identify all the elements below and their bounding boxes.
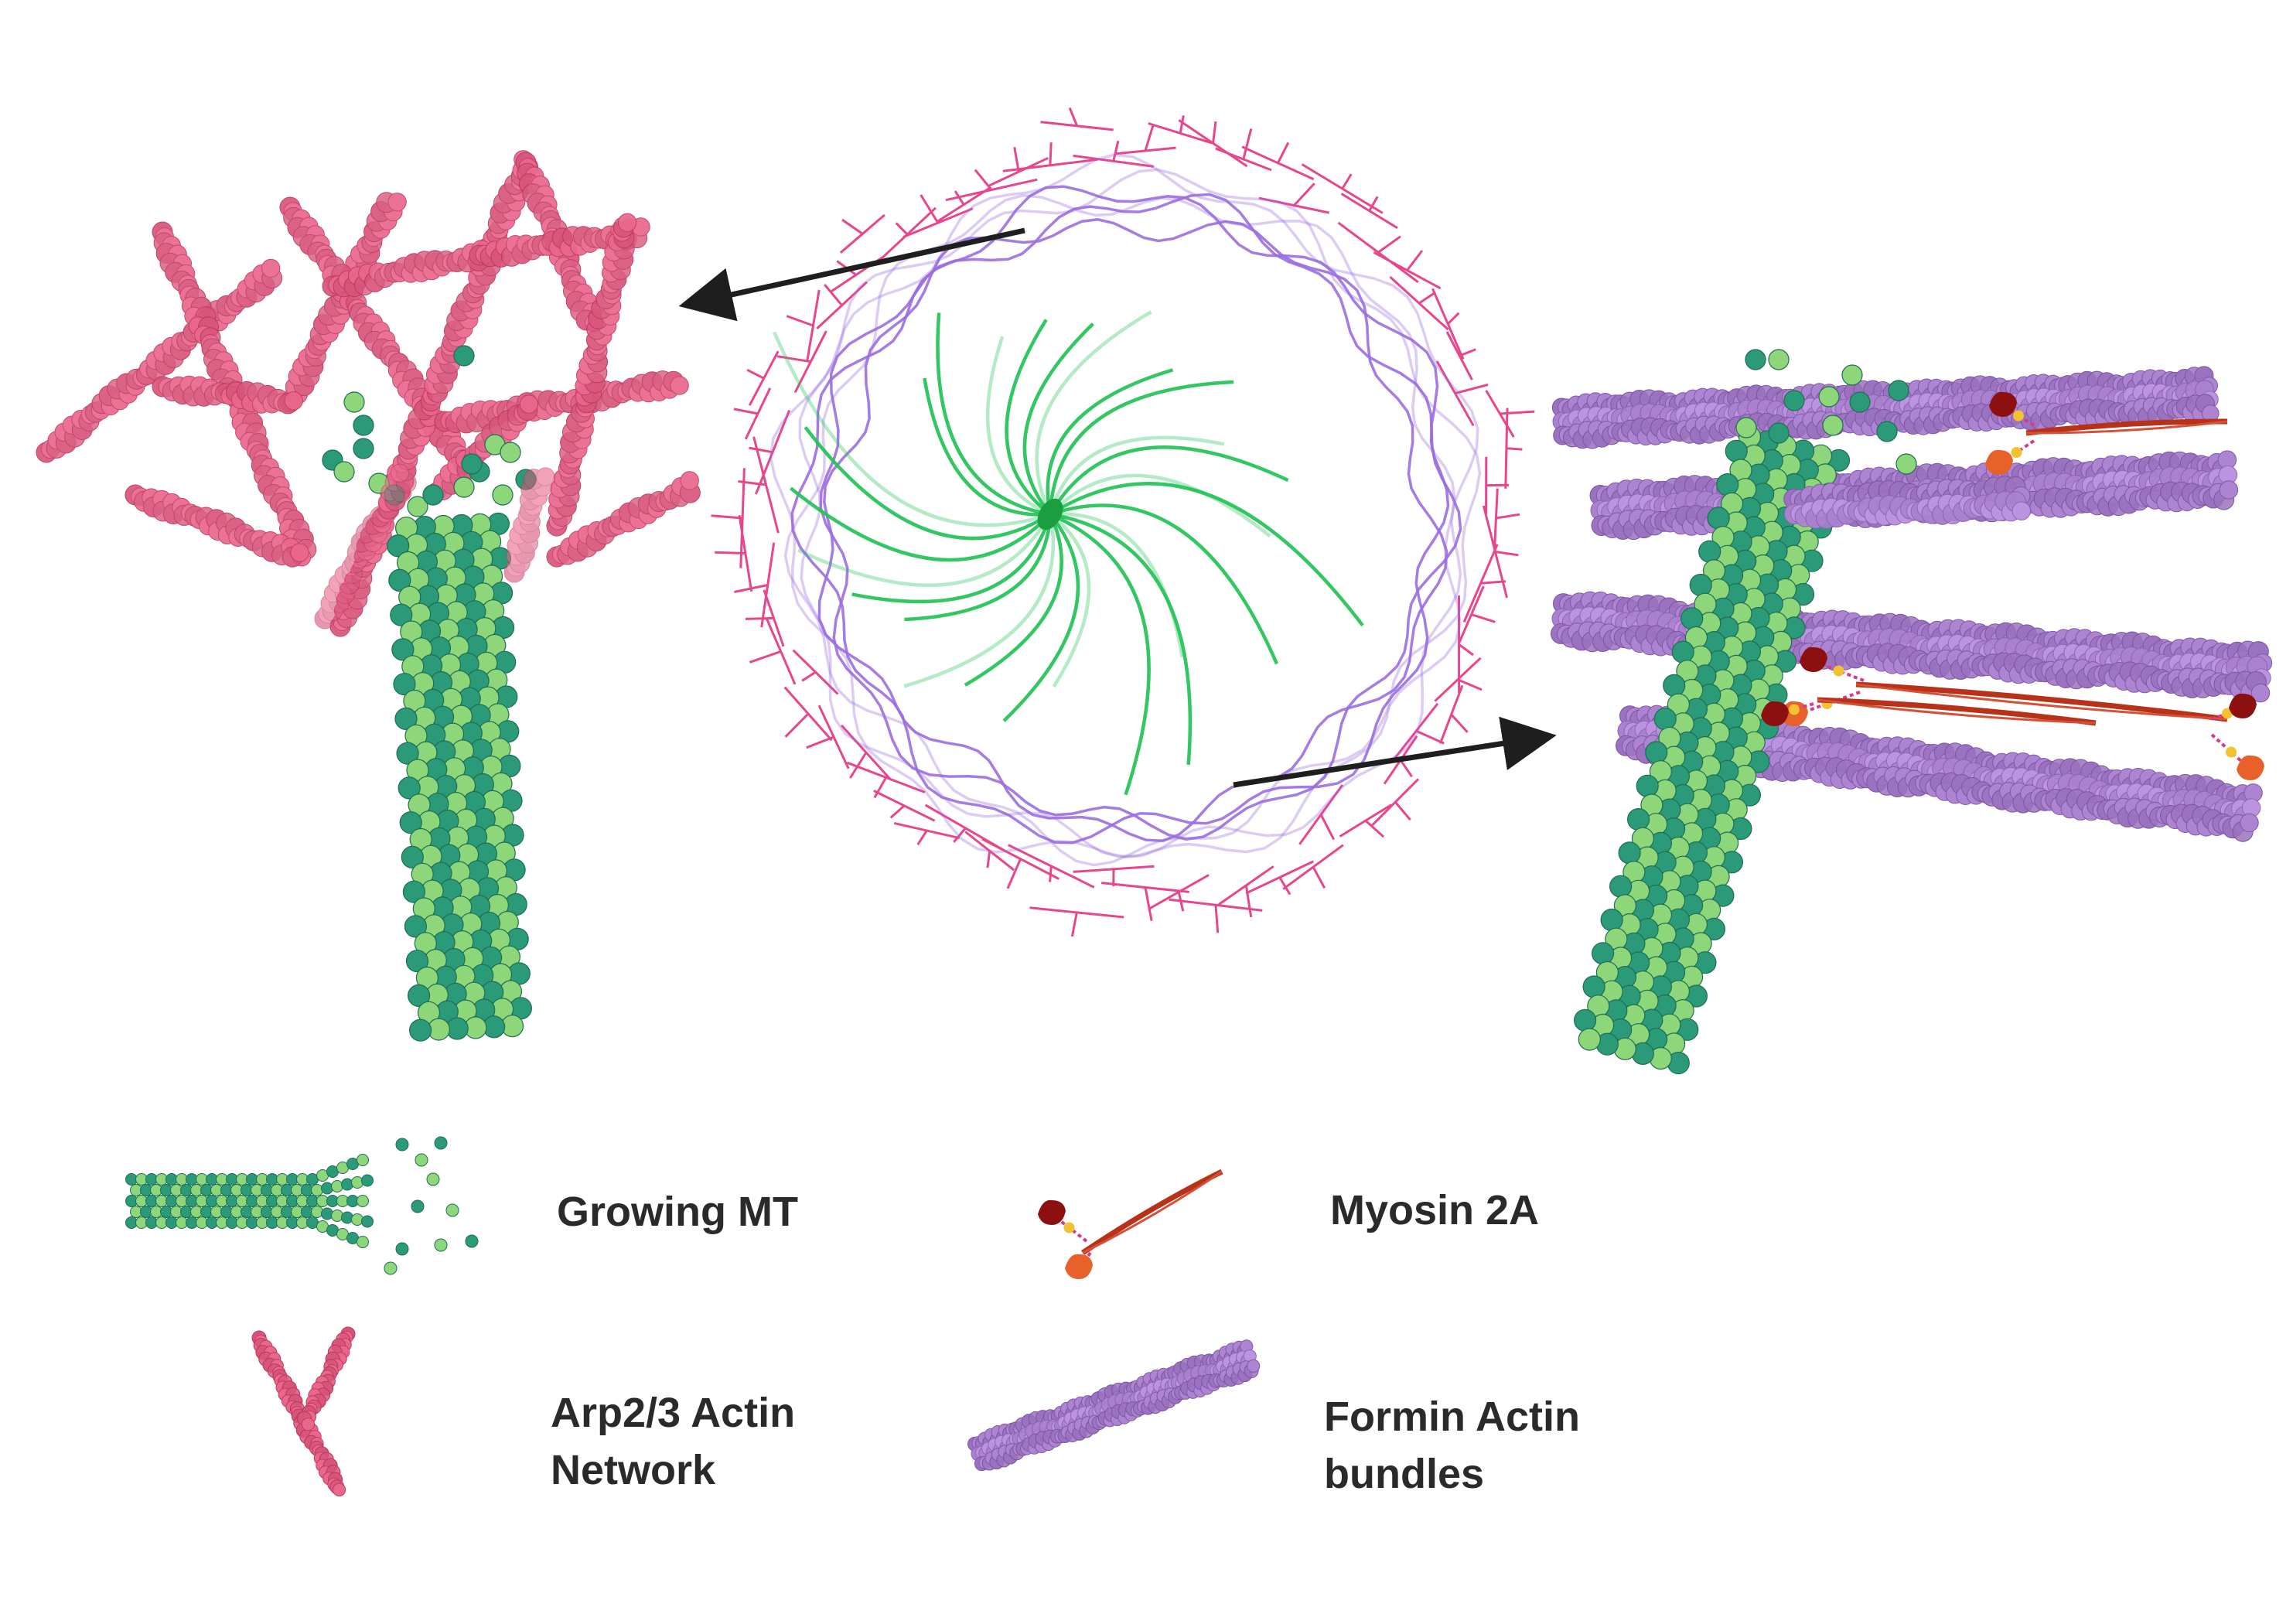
legend-myosin-icon <box>1038 1169 1223 1279</box>
cell-cytoskeleton-overview <box>711 107 1535 937</box>
microtubule-shaft <box>387 512 533 1042</box>
formin-actin-bundles-front <box>1783 476 2032 529</box>
arp23-actin-filament <box>36 258 283 463</box>
legend-arp23-line1: Arp2/3 Actin <box>551 1390 796 1436</box>
right-panel-formin-bundles <box>1551 349 2273 1075</box>
cortical-actin-branches <box>711 107 1535 937</box>
arrow-to-formin-panel-icon <box>1233 716 1557 788</box>
arp23-actin-filaments-front <box>314 463 555 629</box>
arp23-icon-branch <box>297 1326 356 1431</box>
actin-strand <box>1783 476 2031 514</box>
arp23-actin-filament <box>546 471 701 568</box>
arp23-actin-filament <box>314 463 417 629</box>
cortical-actin-bundles <box>769 153 1482 867</box>
legend-growing-mt-text: Growing MT <box>557 1189 798 1235</box>
microtubule-plus-end <box>1735 349 1917 475</box>
arp23-actin-filament <box>322 240 491 298</box>
arrow-to-arp23-panel-icon <box>678 227 1025 322</box>
myosin-2a-motor <box>1780 647 2264 780</box>
arp23-actin-filament <box>279 196 473 476</box>
legend-label-growing-mt: Growing MT <box>557 1183 798 1240</box>
growing-microtubule-right <box>1574 349 1917 1075</box>
legend-myosin-text: Myosin 2A <box>1330 1187 1540 1233</box>
formin-icon-bundle <box>967 1339 1261 1472</box>
arp23-actin-filaments <box>36 150 701 637</box>
arp23-actin-filament <box>152 375 303 415</box>
legend-formin-line1: Formin Actin <box>1324 1394 1580 1440</box>
myosin-2a-motors <box>1761 391 2264 780</box>
legend-label-myosin: Myosin 2A <box>1330 1182 1539 1239</box>
myosin-2a-motor <box>1038 1169 1223 1279</box>
centrosome-icon <box>1037 498 1063 531</box>
legend-label-arp23: Arp2/3 Actin Network <box>551 1384 795 1499</box>
left-panel-arp23-network <box>36 150 701 1042</box>
arp23-actin-filament <box>125 484 309 568</box>
microtubule-icon <box>125 1136 479 1275</box>
arp23-actin-filament <box>503 467 555 583</box>
legend-arp23-line2: Network <box>551 1447 716 1493</box>
myosin-2a-motor <box>1985 391 2228 475</box>
myosin-2a-motor <box>1761 697 2097 726</box>
radial-microtubules <box>773 310 1364 796</box>
arp23-actin-filament <box>546 213 637 537</box>
legend-formin-icon <box>967 1339 1261 1472</box>
legend-label-formin: Formin Actin bundles <box>1324 1388 1580 1503</box>
legend-arp23-icon <box>251 1326 356 1497</box>
actin-strand <box>974 1359 1261 1472</box>
actin-strand <box>1783 490 2032 529</box>
arp23-actin-filament <box>434 370 689 434</box>
microtubule-shaft <box>1574 425 1851 1075</box>
legend-growing-mt-icon <box>125 1136 479 1275</box>
growing-microtubule-left <box>322 345 537 1042</box>
formin-actin-bundle <box>1783 476 2032 529</box>
legend-formin-line2: bundles <box>1324 1451 1485 1497</box>
